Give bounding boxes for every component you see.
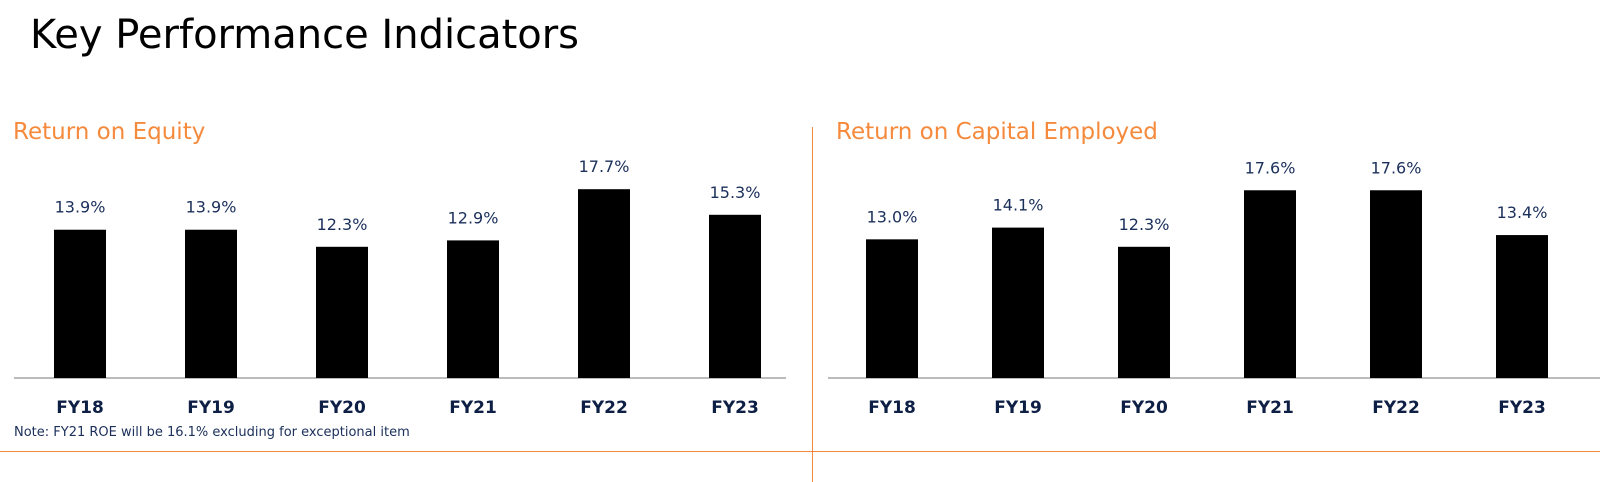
bar-fy21 xyxy=(1244,190,1296,378)
page-title: Key Performance Indicators xyxy=(30,12,580,58)
data-label-fy19: 14.1% xyxy=(993,196,1044,215)
data-label-fy18: 13.9% xyxy=(55,198,106,217)
tick-label-fy19: FY19 xyxy=(994,398,1042,418)
data-label-fy18: 13.0% xyxy=(867,207,918,226)
bar-fy20 xyxy=(316,246,368,378)
bar-fy19 xyxy=(185,229,237,378)
data-label-fy23: 15.3% xyxy=(710,183,761,202)
bar-fy22 xyxy=(578,189,630,378)
chart-divider-vertical xyxy=(812,127,813,482)
roce-chart-title: Return on Capital Employed xyxy=(836,119,1158,145)
roe-chart-title: Return on Equity xyxy=(13,119,206,145)
bar-fy18 xyxy=(54,229,106,378)
tick-label-fy22: FY22 xyxy=(1372,398,1420,418)
tick-label-fy18: FY18 xyxy=(868,398,916,418)
roe-bar-chart: 13.9% FY18 13.9% FY19 12.3% FY20 12.9% FY21 17.7… xyxy=(14,157,786,418)
footnote: Note: FY21 ROE will be 16.1% excluding f… xyxy=(14,425,410,440)
data-label-fy20: 12.3% xyxy=(317,215,368,234)
tick-label-fy20: FY20 xyxy=(1120,398,1168,418)
bar-fy23 xyxy=(709,214,761,378)
data-label-fy23: 13.4% xyxy=(1497,203,1548,222)
data-label-fy21: 12.9% xyxy=(448,208,499,227)
bar-fy21 xyxy=(447,240,499,378)
bar-fy23 xyxy=(1496,235,1548,378)
bar-fy19 xyxy=(992,227,1044,378)
bar-fy20 xyxy=(1118,246,1170,378)
tick-label-fy22: FY22 xyxy=(580,398,628,418)
roce-bar-chart: 13.0% FY18 14.1% FY19 12.3% FY20 17.6% FY21 17.6… xyxy=(828,158,1600,418)
tick-label-fy21: FY21 xyxy=(449,398,497,418)
tick-label-fy23: FY23 xyxy=(1498,398,1546,418)
bar-fy18 xyxy=(866,239,918,378)
tick-label-fy19: FY19 xyxy=(187,398,235,418)
data-label-fy19: 13.9% xyxy=(186,198,237,217)
chart-divider-horizontal xyxy=(0,451,1600,452)
tick-label-fy23: FY23 xyxy=(711,398,759,418)
tick-label-fy20: FY20 xyxy=(318,398,366,418)
bar-fy22 xyxy=(1370,190,1422,378)
tick-label-fy18: FY18 xyxy=(56,398,104,418)
data-label-fy20: 12.3% xyxy=(1119,215,1170,234)
data-label-fy22: 17.7% xyxy=(579,157,630,176)
tick-label-fy21: FY21 xyxy=(1246,398,1294,418)
data-label-fy22: 17.6% xyxy=(1371,158,1422,177)
data-label-fy21: 17.6% xyxy=(1245,158,1296,177)
